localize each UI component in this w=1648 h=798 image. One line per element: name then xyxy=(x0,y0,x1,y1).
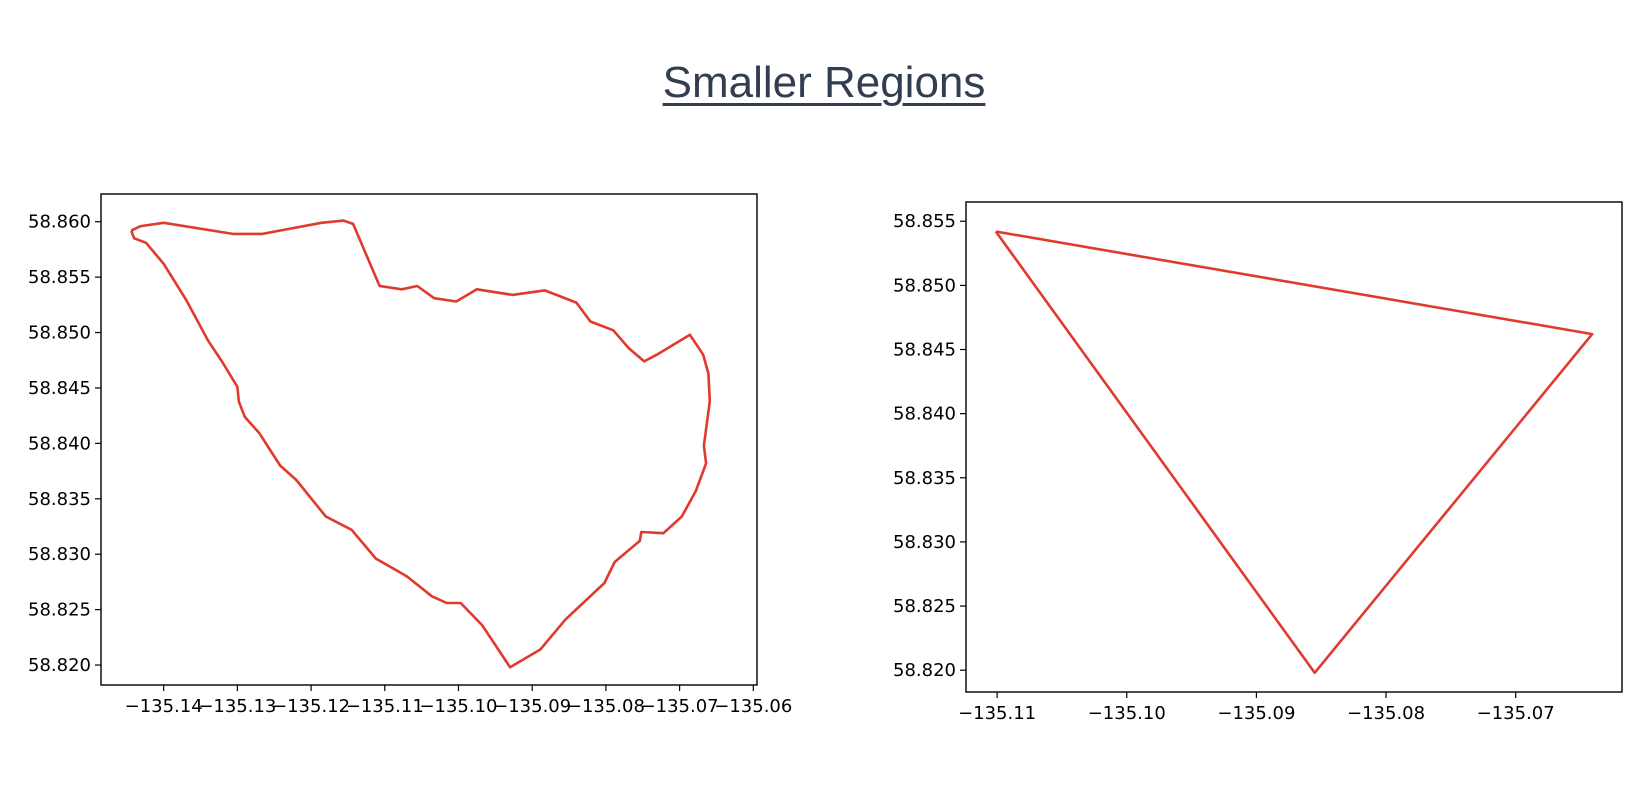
right-x-tick-label: −135.08 xyxy=(1347,703,1425,724)
left-y-tick-label: 58.855 xyxy=(28,267,91,288)
left-y-tick-label: 58.830 xyxy=(28,544,91,565)
left-y-tick-label: 58.820 xyxy=(28,655,91,676)
left-x-tick-label: −135.06 xyxy=(714,696,792,717)
right-axes-frame xyxy=(965,201,1623,693)
left-x-tick-label: −135.11 xyxy=(346,696,424,717)
left-y-tick-label: 58.845 xyxy=(28,378,91,399)
right-y-tick-label: 58.855 xyxy=(893,211,956,232)
left-x-tick-label: −135.14 xyxy=(125,696,203,717)
left-x-tick-label: −135.13 xyxy=(198,696,276,717)
left-x-tick-label: −135.10 xyxy=(419,696,497,717)
left-y-tick-label: 58.840 xyxy=(28,433,91,454)
right-x-tick-label: −135.10 xyxy=(1088,703,1166,724)
right-x-tick-label: −135.07 xyxy=(1477,703,1555,724)
right-y-tick-label: 58.830 xyxy=(893,532,956,553)
left-region-outline-0 xyxy=(129,219,712,669)
right-x-tick-label: −135.11 xyxy=(958,703,1036,724)
left-x-tick-label: −135.07 xyxy=(641,696,719,717)
page-title: Smaller Regions xyxy=(662,58,986,107)
left-y-tick-label: 58.860 xyxy=(28,212,91,233)
left-y-tick-label: 58.835 xyxy=(28,489,91,510)
right-x-tick-label: −135.09 xyxy=(1217,703,1295,724)
left-x-tick-label: −135.12 xyxy=(272,696,350,717)
left-x-tick-label: −135.09 xyxy=(493,696,571,717)
right-y-tick-label: 58.835 xyxy=(893,468,956,489)
right-region-outline-0 xyxy=(994,230,1594,675)
left-x-tick-label: −135.08 xyxy=(567,696,645,717)
right-y-tick-label: 58.820 xyxy=(893,660,956,681)
left-y-tick-label: 58.850 xyxy=(28,323,91,344)
left-y-tick-label: 58.825 xyxy=(28,600,91,621)
right-y-tick-label: 58.840 xyxy=(893,404,956,425)
left-axes-frame xyxy=(100,193,758,686)
right-y-tick-label: 58.850 xyxy=(893,275,956,296)
right-y-tick-label: 58.845 xyxy=(893,340,956,361)
right-y-tick-label: 58.825 xyxy=(893,596,956,617)
